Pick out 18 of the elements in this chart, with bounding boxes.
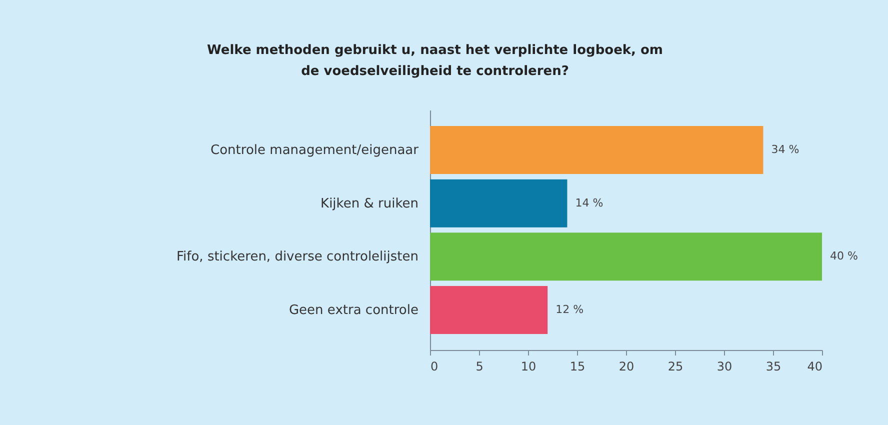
x-tick-label: 20 — [618, 360, 634, 374]
x-tick-label: 5 — [476, 360, 484, 374]
x-tick-label: 35 — [766, 360, 782, 374]
x-tick-label: 15 — [570, 360, 586, 374]
data-label: 14 % — [575, 196, 604, 210]
y-tick-label: Fifo, stickeren, diverse controlelijsten — [176, 250, 418, 265]
x-tick-label: 40 — [807, 360, 822, 374]
data-label: 34 % — [771, 143, 800, 156]
x-tick-label: 30 — [716, 360, 732, 374]
y-tick-label: Geen extra controle — [288, 303, 418, 318]
y-tick-label: Kijken & ruiken — [320, 196, 418, 212]
x-tick-label: 25 — [668, 360, 684, 374]
chart-title: Welke methoden gebruikt u, naast het verplichte logboek, om de voedselveiligheid te controleren? — [206, 42, 664, 81]
data-label: 40 % — [830, 250, 858, 263]
y-tick-label: Controle management/eigenaar — [210, 143, 420, 158]
x-tick-label: 0 — [430, 360, 438, 374]
data-label: 12 % — [556, 303, 584, 316]
x-tick-label: 10 — [520, 360, 536, 374]
